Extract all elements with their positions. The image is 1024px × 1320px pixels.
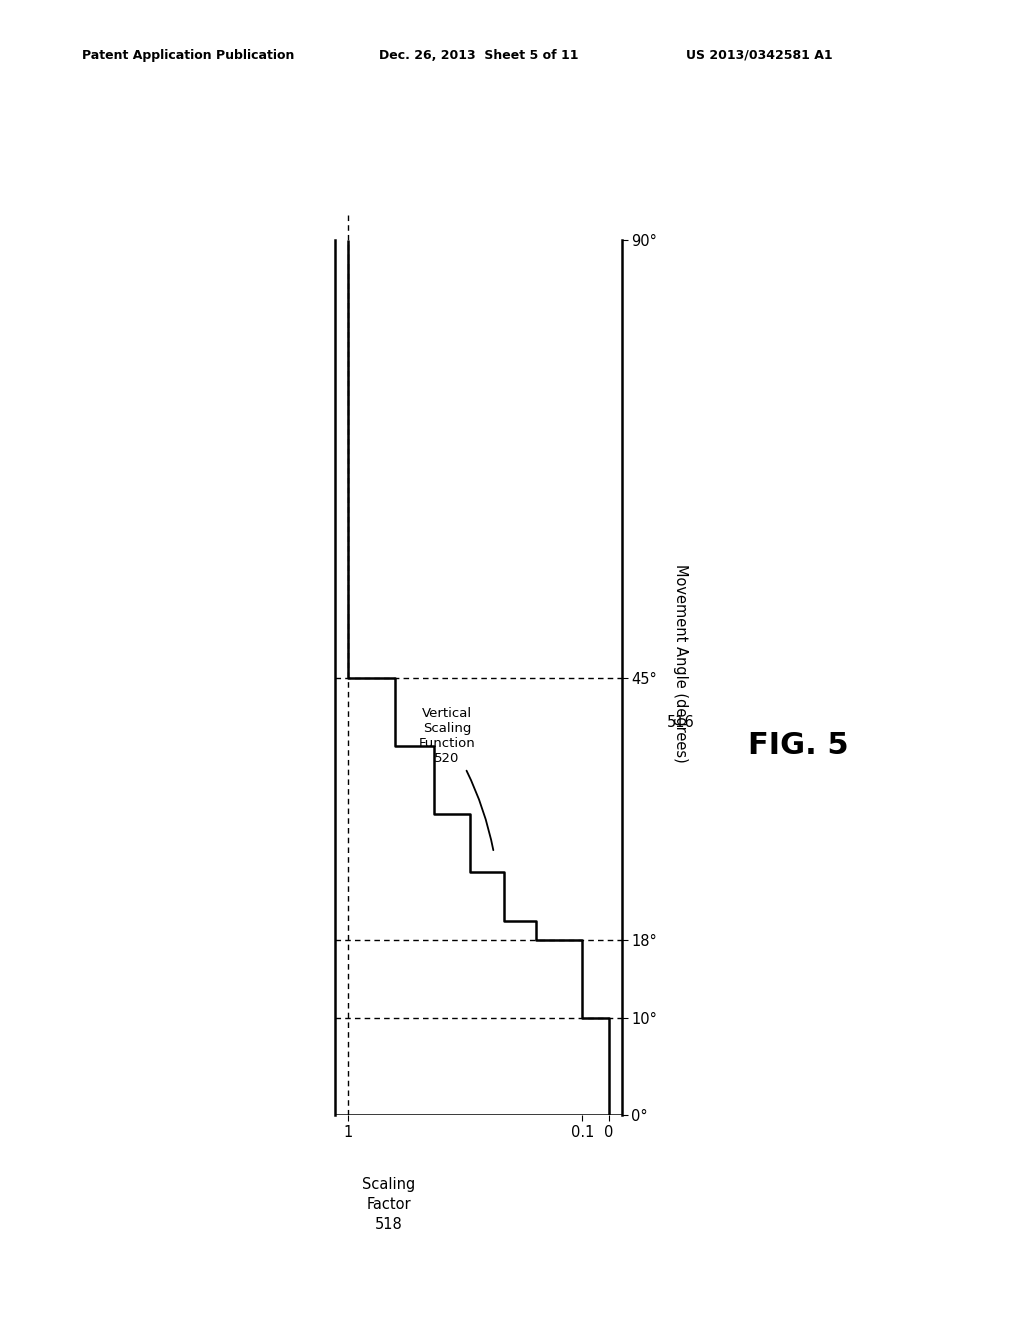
Text: Scaling
Factor
518: Scaling Factor 518 — [362, 1177, 416, 1232]
Text: 516: 516 — [667, 715, 695, 730]
Text: Movement Angle (degrees): Movement Angle (degrees) — [674, 564, 688, 763]
Text: Patent Application Publication: Patent Application Publication — [82, 49, 294, 62]
Text: FIG. 5: FIG. 5 — [749, 731, 849, 760]
Text: Vertical
Scaling
Function
520: Vertical Scaling Function 520 — [419, 708, 494, 850]
Text: Dec. 26, 2013  Sheet 5 of 11: Dec. 26, 2013 Sheet 5 of 11 — [379, 49, 579, 62]
Text: US 2013/0342581 A1: US 2013/0342581 A1 — [686, 49, 833, 62]
